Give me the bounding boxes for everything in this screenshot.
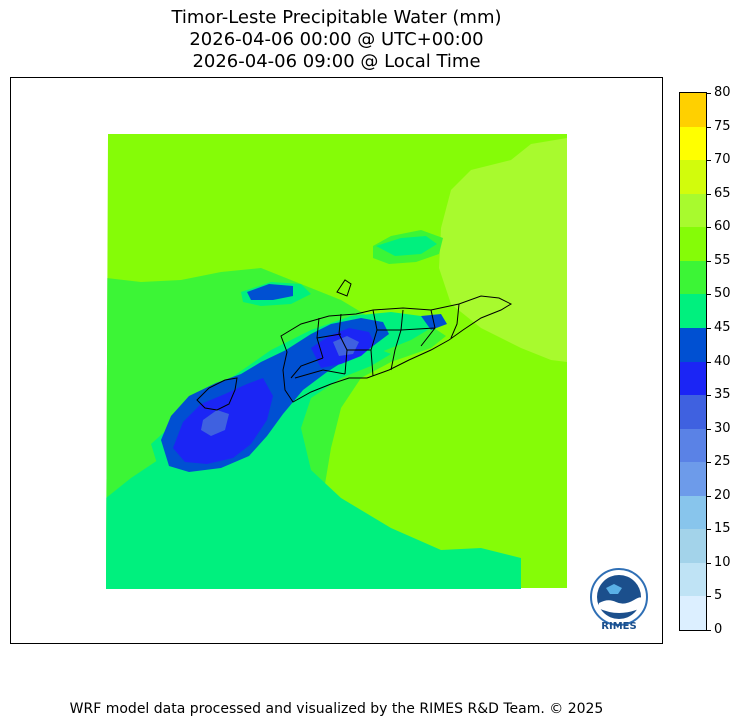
rimes-logo-text: RIMES	[601, 621, 637, 632]
colorbar-tick-label: 70	[714, 152, 731, 168]
colorbar-segment	[680, 294, 706, 328]
mainland-outline	[280, 295, 513, 403]
colorbar-segment	[680, 395, 706, 429]
colorbar-tick-label: 80	[714, 85, 731, 100]
contour-fill-layer	[106, 134, 567, 589]
colorbar-tick-label: 15	[714, 521, 731, 537]
colorbar-tick	[707, 193, 711, 195]
colorbar-tick-label: 65	[714, 185, 731, 201]
colorbar-segment	[680, 327, 706, 362]
colorbar-segment	[680, 126, 706, 161]
contour-45-50-north2	[376, 236, 437, 256]
contour-40-45-north	[247, 284, 293, 300]
colorbar-tick-label: 25	[714, 454, 731, 470]
colorbar-tick-label: 45	[714, 319, 731, 335]
colorbar-tick	[707, 227, 711, 229]
colorbar-tick	[707, 562, 711, 564]
colorbar-segment	[680, 227, 706, 261]
colorbar-segment	[680, 260, 706, 295]
colorbar-tick	[707, 93, 711, 94]
colorbar-tick-label: 75	[714, 118, 731, 134]
credit-footer: WRF model data processed and visualized …	[69, 701, 604, 717]
colorbar-segment	[680, 361, 706, 396]
colorbar-tick-label: 50	[714, 286, 731, 302]
rimes-globe-logo	[590, 568, 648, 626]
colorbar-tick	[707, 495, 711, 497]
colorbar-tick	[707, 294, 711, 296]
colorbar-tick	[707, 260, 711, 262]
colorbar-tick-label: 0	[714, 622, 723, 637]
colorbar-tick	[707, 630, 711, 631]
colorbar-segment	[680, 428, 706, 463]
colorbar-tick	[707, 160, 711, 162]
colorbar-segment	[680, 93, 706, 127]
colorbar-tick-label: 55	[714, 252, 731, 268]
colorbar-segment	[680, 193, 706, 228]
colorbar-tick	[707, 126, 711, 128]
map-panel	[10, 77, 663, 644]
atauro-outline	[336, 279, 352, 297]
contour-30-35-core	[201, 410, 229, 436]
district-lines	[290, 303, 460, 379]
colorbar-tick-label: 60	[714, 219, 731, 235]
colorbar-segment	[680, 462, 706, 496]
colorbar-segment	[680, 562, 706, 597]
colorbar-segment	[680, 160, 706, 194]
colorbar-tick-label: 35	[714, 387, 731, 403]
colorbar-tick	[707, 361, 711, 363]
timor-leste-boundaries	[196, 279, 513, 411]
colorbar-tick	[707, 327, 711, 329]
contour-45-50-band	[106, 346, 521, 589]
colorbar-tick-label: 20	[714, 487, 731, 503]
colorbar-tick-label: 5	[714, 588, 723, 604]
oecusse-outline	[196, 377, 238, 411]
local-time-subtitle: 2026-04-06 09:00 @ Local Time	[192, 51, 481, 72]
colorbar-tick-label: 30	[714, 420, 731, 436]
colorbar-tick	[707, 462, 711, 464]
contour-30-35-middle	[333, 336, 359, 356]
colorbar-tick-label: 40	[714, 353, 731, 369]
colorbar-segment	[680, 529, 706, 563]
colorbar-tick-label: 10	[714, 554, 731, 570]
colorbar-tick	[707, 596, 711, 598]
colorbar-tick	[707, 395, 711, 397]
map-title: Timor-Leste Precipitable Water (mm)	[171, 7, 502, 28]
colorbar-tick	[707, 428, 711, 430]
colorbar	[679, 92, 707, 631]
utc-time-subtitle: 2026-04-06 00:00 @ UTC+00:00	[189, 29, 484, 50]
colorbar-tick	[707, 529, 711, 531]
colorbar-segment	[680, 596, 706, 630]
colorbar-segment	[680, 495, 706, 530]
precipitable-water-map	[106, 134, 567, 589]
contour-60-65-east	[439, 138, 567, 362]
